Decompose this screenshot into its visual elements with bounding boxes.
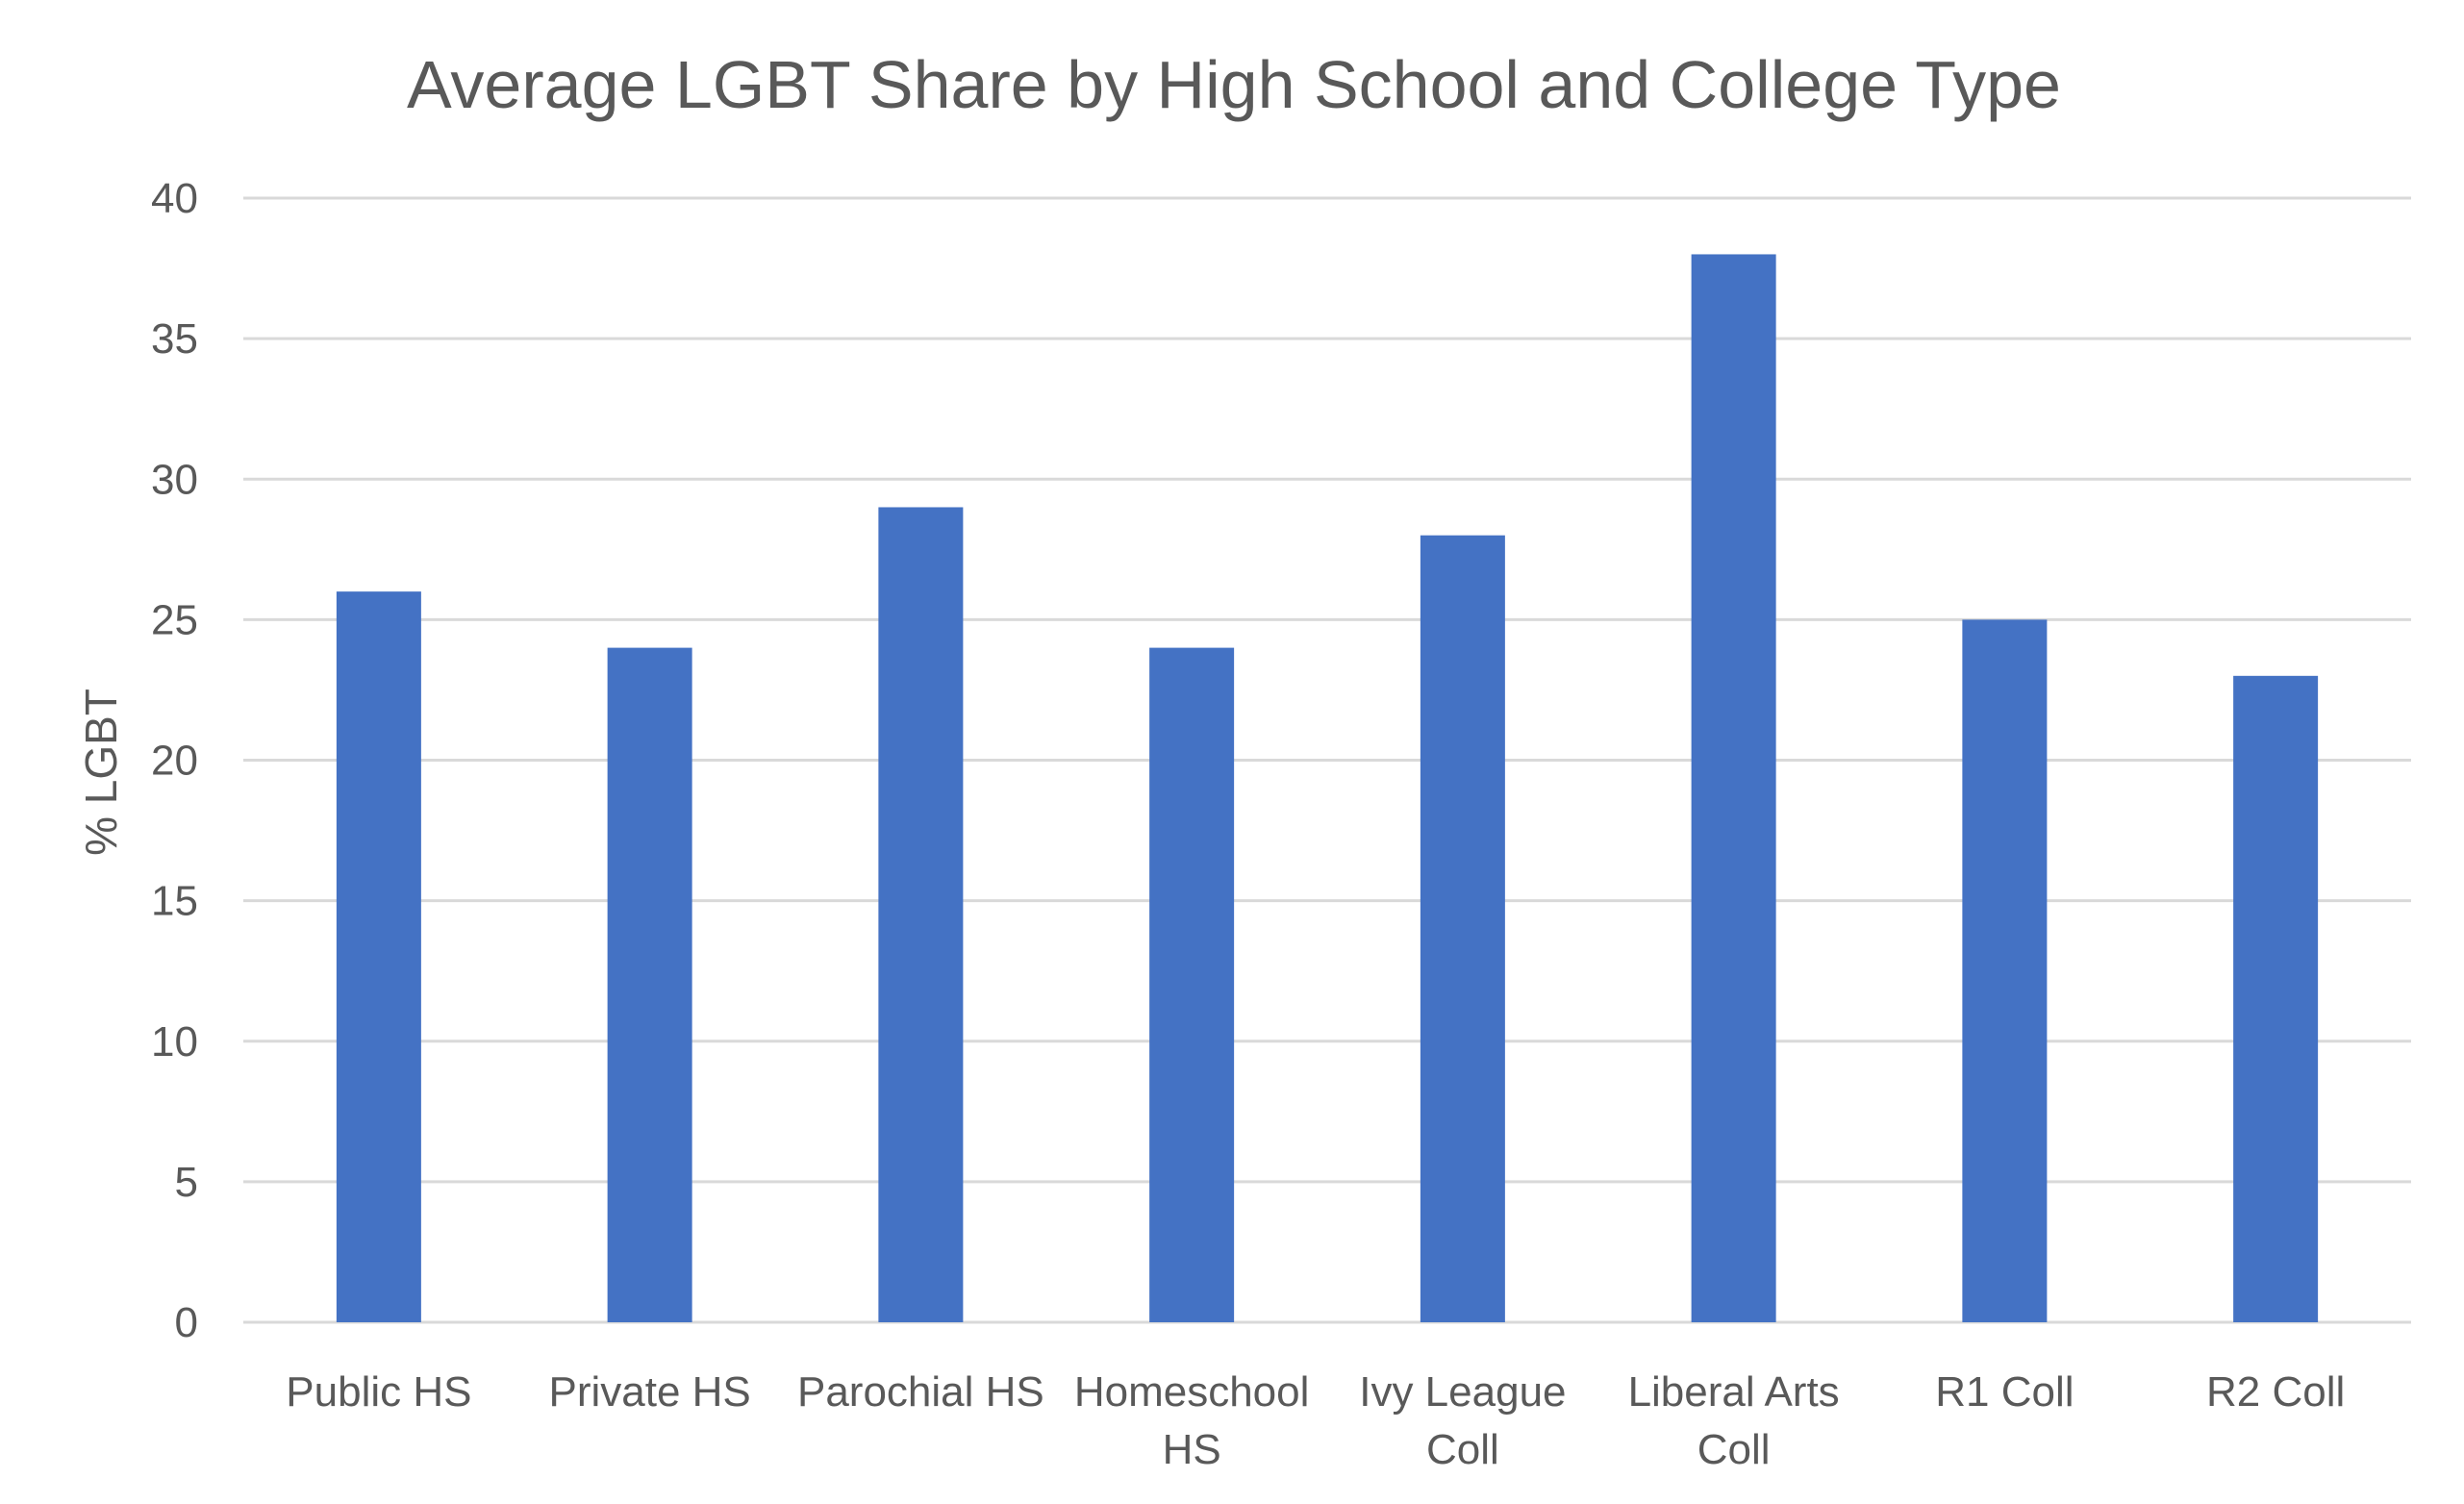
y-tick-label: 35 bbox=[151, 315, 198, 363]
x-category-label: Ivy League Coll bbox=[1359, 1368, 1566, 1473]
y-tick-label: 30 bbox=[151, 456, 198, 503]
bar bbox=[336, 591, 421, 1322]
x-category-label: Public HS bbox=[286, 1368, 471, 1416]
y-axis-ticks: 0 5 10 15 20 25 30 35 40 bbox=[151, 175, 198, 1346]
x-category-label: Homeschool HS bbox=[1074, 1368, 1310, 1473]
y-tick-label: 25 bbox=[151, 596, 198, 643]
bars bbox=[336, 254, 2319, 1323]
x-category-label: Liberal Arts Coll bbox=[1628, 1368, 1840, 1473]
y-tick-label: 0 bbox=[175, 1299, 198, 1346]
x-axis-labels: Public HS Private HS Parochial HS Homeschoo… bbox=[286, 1368, 2345, 1473]
chart-title: Average LGBT Share by High School and Co… bbox=[407, 47, 2061, 122]
bar bbox=[878, 507, 964, 1322]
gridlines bbox=[243, 196, 2411, 1324]
y-tick-label: 20 bbox=[151, 738, 198, 785]
x-category-label: R1 Coll bbox=[1935, 1368, 2074, 1416]
x-category-label: Parochial HS bbox=[797, 1368, 1044, 1416]
bar bbox=[1420, 535, 1505, 1322]
bar bbox=[1962, 619, 2048, 1322]
x-category-label: Private HS bbox=[548, 1368, 750, 1416]
y-tick-label: 10 bbox=[151, 1018, 198, 1065]
bar bbox=[1691, 254, 1776, 1323]
y-tick-label: 15 bbox=[151, 878, 198, 925]
bar bbox=[2233, 675, 2319, 1322]
y-axis-title: % LGBT bbox=[76, 689, 126, 856]
y-tick-label: 5 bbox=[175, 1159, 198, 1206]
x-category-label: R2 Coll bbox=[2206, 1368, 2345, 1416]
bar bbox=[607, 647, 692, 1322]
bar bbox=[1149, 647, 1235, 1322]
y-tick-label: 40 bbox=[151, 175, 198, 222]
